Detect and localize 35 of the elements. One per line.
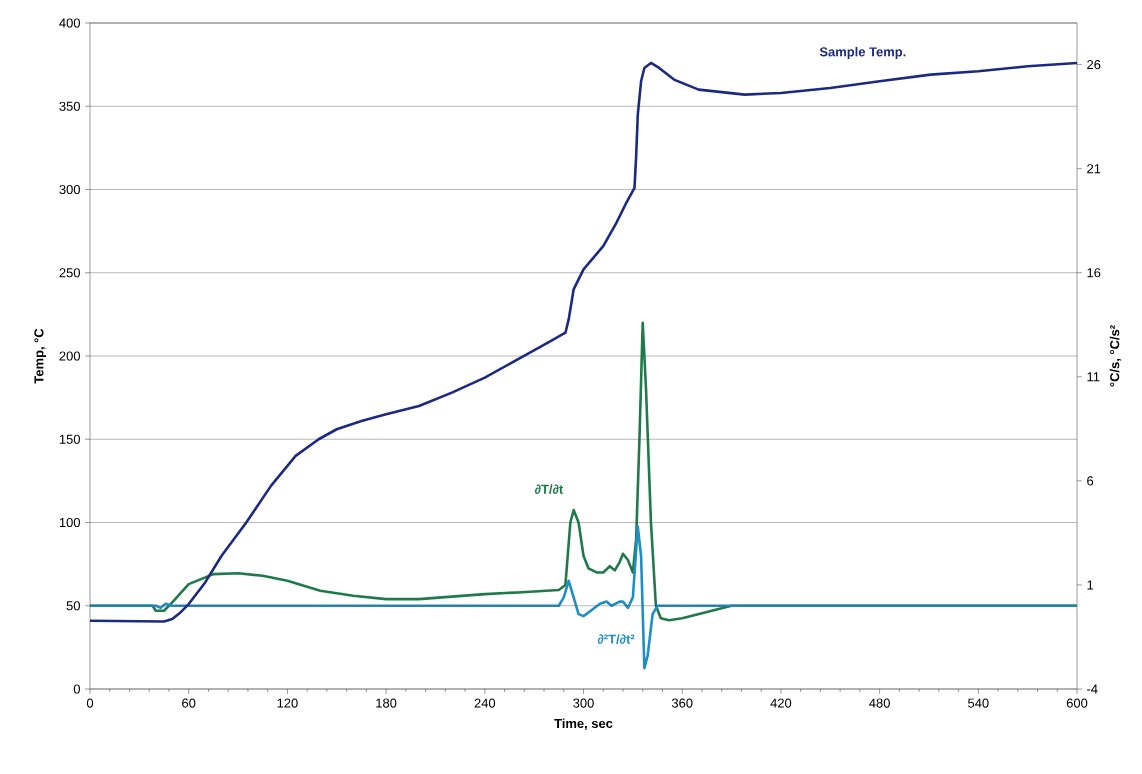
x-axis-title: Time, sec (554, 718, 613, 730)
y-tick-label: 0 (73, 684, 80, 694)
x-tick-label: 120 (277, 698, 298, 708)
series-label: Sample Temp. (819, 46, 906, 59)
y2-tick-label: -4 (1087, 684, 1098, 694)
y2-tick-label: 1 (1087, 580, 1094, 590)
y-axis-title: Temp, °C (34, 328, 47, 384)
series-label: ∂²T/∂t² (597, 634, 635, 644)
line-series (88, 61, 1079, 623)
x-tick-label: 240 (474, 698, 496, 708)
y2-tick-label: 26 (1087, 60, 1101, 70)
y-tick-label: 250 (59, 268, 80, 278)
y2-tick-label: 21 (1087, 164, 1101, 174)
y-tick-label: 150 (59, 434, 80, 444)
y-tick-label: 50 (66, 601, 80, 611)
x-tick-label: 0 (86, 698, 94, 708)
y-tick-label: 300 (59, 184, 80, 195)
y2-axis-title: °C/s, °C/s² (1109, 325, 1122, 387)
y-tick-label: 100 (59, 517, 80, 528)
x-tick-label: 480 (869, 698, 890, 708)
x-tick-label: 180 (376, 698, 397, 708)
x-tick-label: 540 (968, 698, 989, 708)
x-tick-label: 60 (182, 698, 196, 708)
y2-tick-label: 16 (1087, 268, 1101, 278)
y-tick-label: 350 (59, 101, 80, 111)
x-tick-label: 360 (671, 698, 693, 708)
x-tick-label: 600 (1066, 698, 1088, 708)
y-tick-label: 200 (59, 351, 80, 361)
y-tick-label: 400 (59, 18, 80, 28)
y2-tick-label: 11 (1087, 372, 1100, 382)
series-label: ∂T/∂t (534, 484, 564, 495)
x-tick-label: 300 (573, 698, 594, 708)
y2-tick-label: 6 (1087, 476, 1094, 486)
line-series (88, 525, 1079, 670)
x-tick-label: 420 (770, 698, 792, 708)
